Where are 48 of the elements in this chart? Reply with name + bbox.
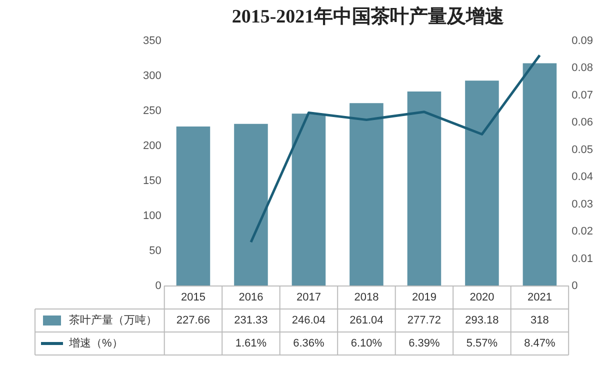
y2-tick-label: 0	[572, 280, 578, 292]
y-tick-label: 200	[142, 140, 162, 152]
bar	[176, 126, 210, 286]
bar	[292, 114, 326, 286]
x-tick-label: 2016	[238, 292, 264, 304]
bar	[522, 63, 557, 286]
y-tick-label: 150	[142, 174, 162, 187]
legend-label: 茶叶产量（万吨）	[69, 314, 157, 327]
x-tick-label: 2021	[527, 292, 552, 304]
y2-tick-label: 0.02	[572, 226, 594, 238]
x-tick-label: 2018	[354, 292, 379, 304]
bar	[465, 80, 499, 286]
y-tick-label: 350	[142, 34, 162, 47]
y-tick-label: 0	[155, 280, 162, 292]
x-tick-label: 2020	[470, 292, 494, 304]
data-label: 318	[530, 314, 549, 327]
data-label: 261.04	[350, 314, 384, 327]
data-label: 293.18	[465, 314, 499, 327]
chart-title: 2015-2021年中国茶叶产量及增速	[232, 5, 504, 28]
data-label: 6.36%	[293, 338, 325, 350]
data-label: 6.39%	[408, 338, 440, 350]
y-tick-label: 300	[142, 70, 162, 82]
data-label: 1.61%	[235, 338, 267, 350]
y-tick-label: 100	[142, 210, 162, 222]
legend-label: 增速（%）	[68, 336, 123, 350]
data-label: 6.10%	[350, 338, 382, 350]
y2-tick-label: 0.04	[572, 171, 594, 184]
data-label: 277.72	[407, 314, 442, 327]
y-tick-label: 50	[149, 245, 162, 258]
x-tick-label: 2019	[412, 292, 436, 304]
y2-tick-label: 0.06	[572, 116, 594, 129]
y2-tick-label: 0.01	[572, 252, 594, 265]
y2-tick-label: 0.07	[572, 89, 594, 102]
y2-tick-label: 0.09	[572, 34, 594, 47]
y2-tick-label: 0.08	[572, 62, 594, 74]
bar	[350, 103, 384, 286]
data-label: 8.47%	[524, 338, 556, 350]
data-label: 227.66	[176, 314, 210, 327]
y-tick-label: 250	[142, 104, 162, 117]
y2-tick-label: 0.03	[572, 198, 594, 210]
data-label: 231.33	[234, 314, 268, 327]
x-tick-label: 2015	[180, 292, 206, 304]
data-label: 246.04	[292, 314, 326, 327]
x-tick-label: 2017	[296, 292, 321, 304]
data-label: 5.57%	[466, 338, 498, 350]
bar	[407, 91, 442, 286]
bar	[234, 124, 268, 286]
y2-tick-label: 0.05	[572, 144, 594, 156]
